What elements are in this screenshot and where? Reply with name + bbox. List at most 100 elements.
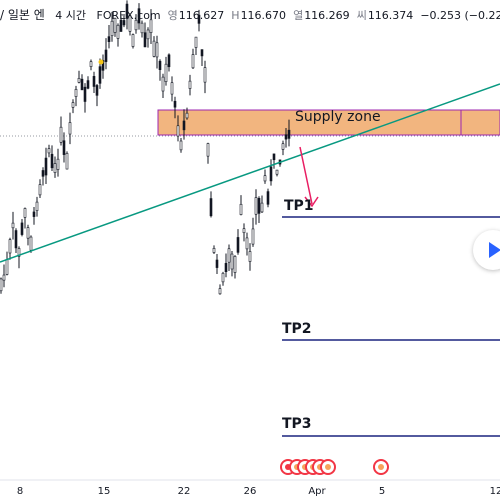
candle-body bbox=[263, 175, 267, 182]
candle-body bbox=[38, 184, 42, 196]
trendline bbox=[0, 83, 500, 263]
candle-body bbox=[23, 208, 27, 218]
candle-body bbox=[158, 60, 162, 70]
candle-body bbox=[29, 236, 33, 251]
candle-body bbox=[53, 163, 57, 173]
close-label: 씨 bbox=[356, 9, 367, 22]
candle-body bbox=[155, 42, 159, 58]
candle-body bbox=[68, 122, 72, 135]
x-tick-label: 15 bbox=[98, 486, 111, 497]
candle-body bbox=[128, 15, 132, 32]
source-label: FOREX.com bbox=[96, 9, 161, 22]
candle-body bbox=[119, 19, 123, 32]
tp3-label: TP3 bbox=[282, 416, 312, 432]
close-value: 116.374 bbox=[367, 9, 414, 22]
candle-body bbox=[26, 227, 30, 239]
candle-body bbox=[113, 18, 117, 33]
candle-body bbox=[110, 20, 114, 37]
candle-body bbox=[140, 22, 144, 34]
candle-body bbox=[281, 143, 285, 150]
candle-body bbox=[173, 100, 177, 108]
open-label: 영 bbox=[167, 9, 178, 22]
candle-body bbox=[218, 288, 222, 295]
candle-body bbox=[14, 230, 18, 249]
x-tick-label: 5 bbox=[379, 486, 385, 497]
x-tick-label: Apr bbox=[308, 486, 326, 497]
candle-body bbox=[269, 166, 273, 182]
candle-body bbox=[95, 85, 99, 96]
candle-body bbox=[257, 198, 261, 214]
replay-play-button[interactable] bbox=[473, 230, 500, 270]
candle-body bbox=[107, 36, 111, 42]
candle-body bbox=[101, 60, 105, 71]
candle-body bbox=[92, 76, 96, 87]
candle-body bbox=[80, 78, 84, 91]
candle-body bbox=[272, 153, 276, 161]
candle-body bbox=[191, 54, 195, 69]
candle-body bbox=[47, 148, 51, 154]
candles-group bbox=[0, 0, 291, 295]
candle-body bbox=[50, 153, 54, 169]
candle-body bbox=[122, 20, 126, 26]
pair-name: / 일본 엔 bbox=[0, 8, 45, 22]
candle-body bbox=[77, 77, 81, 83]
candle-body bbox=[8, 239, 12, 254]
candle-body bbox=[284, 134, 288, 140]
down-arrow bbox=[299, 146, 319, 208]
supply-zone-label: Supply zone bbox=[295, 109, 381, 125]
candle-body bbox=[2, 274, 6, 281]
low-value: 116.269 bbox=[304, 9, 350, 22]
candle-body bbox=[143, 32, 147, 48]
candle-body bbox=[149, 19, 153, 33]
candle-body bbox=[74, 89, 78, 97]
candle-body bbox=[200, 49, 204, 57]
candle-body bbox=[188, 80, 192, 89]
x-tick-label: 8 bbox=[17, 486, 23, 497]
candle-body bbox=[215, 259, 219, 268]
candle-body bbox=[89, 61, 93, 67]
candle-body bbox=[227, 248, 231, 263]
play-icon bbox=[489, 242, 500, 258]
candle-body bbox=[254, 197, 258, 215]
candle-body bbox=[260, 202, 264, 213]
candle-body bbox=[245, 237, 249, 250]
candle-body bbox=[62, 140, 66, 155]
candle-body bbox=[236, 237, 240, 253]
candle-body bbox=[164, 63, 168, 82]
candle-body bbox=[44, 157, 48, 176]
candle-body bbox=[197, 14, 201, 24]
candle-body bbox=[98, 66, 102, 84]
marker-dot bbox=[98, 59, 104, 65]
high-label: H bbox=[231, 9, 240, 22]
x-tick-label: 22 bbox=[178, 486, 191, 497]
candle-body bbox=[32, 211, 36, 217]
candle-body bbox=[59, 126, 63, 143]
candle-body bbox=[224, 263, 228, 273]
candle-body bbox=[203, 67, 207, 83]
candle-body bbox=[104, 49, 108, 62]
candle-body bbox=[182, 120, 186, 131]
candle-body bbox=[176, 125, 180, 137]
event-icons bbox=[280, 459, 389, 475]
event-icon-dot bbox=[378, 464, 384, 470]
candle-body bbox=[35, 201, 39, 211]
candle-body bbox=[161, 76, 165, 92]
candle-body bbox=[266, 191, 270, 205]
candle-body bbox=[86, 80, 90, 89]
candle-body bbox=[0, 278, 3, 292]
candle-body bbox=[152, 40, 156, 57]
candle-body bbox=[131, 34, 135, 47]
candle-body bbox=[146, 29, 150, 40]
candle-body bbox=[242, 228, 246, 234]
candle-body bbox=[233, 256, 237, 273]
candle-body bbox=[287, 129, 291, 139]
supply-zone-box bbox=[157, 109, 500, 136]
candle-body bbox=[5, 259, 9, 275]
x-tick-label: 26 bbox=[244, 486, 257, 497]
candle-body bbox=[170, 82, 174, 95]
candle-body bbox=[230, 253, 234, 270]
open-value: 116.627 bbox=[178, 9, 225, 22]
candle-body bbox=[137, 8, 141, 24]
symbol-header: / 일본 엔 4 시간 FOREX.com 영116.627 H116.670 … bbox=[0, 6, 500, 24]
